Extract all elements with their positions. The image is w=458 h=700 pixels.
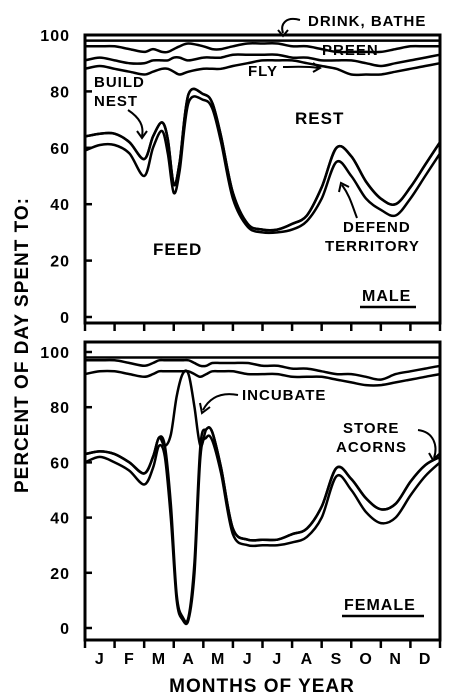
male-y-tick-label-100: 100 (40, 28, 70, 45)
male-panel-label: MALE (362, 288, 411, 305)
female-series-lines (84, 356, 441, 626)
male-annot-drink-arrowhead (277, 29, 289, 38)
male-annot-nest-arrow (127, 109, 144, 137)
male-y-tick-label-0: 0 (60, 310, 70, 327)
male-annot-defend-arrow (341, 184, 358, 219)
male-annot-defend-arrowhead (338, 181, 350, 193)
male-annot-fly: FLY (248, 63, 278, 80)
month-label-1: F (124, 651, 135, 668)
female-y-tick-label-60: 60 (50, 455, 70, 472)
y-axis-title: PERCENT OF DAY SPENT TO: (12, 197, 33, 493)
male-y-tick-label-80: 80 (50, 84, 70, 101)
x-axis-title: MONTHS OF YEAR (169, 676, 355, 697)
male-line-defend-territory (84, 87, 442, 232)
month-ticks (83, 323, 442, 648)
female-y-tick-label-0: 0 (60, 621, 70, 638)
male-annot-defend: DEFEND (343, 219, 411, 236)
female-y-tick-label-40: 40 (50, 511, 70, 528)
male-annot-rest: REST (295, 109, 344, 128)
female-y-tick-label-80: 80 (50, 400, 70, 417)
month-label-6: J (272, 651, 282, 668)
male-annot-nest-arrowhead (136, 130, 148, 140)
female-panel: 0 20 40 60 80 100 INCUBATE STORE ACORNS FEMAL… (40, 340, 442, 642)
month-label-5: J (243, 651, 253, 668)
male-annot-drink-bathe: DRINK, BATHE (308, 13, 426, 30)
female-annot-acorns-arrow (417, 429, 437, 459)
female-annot-incubate-arrow (202, 393, 239, 411)
male-annot-build: BUILD (94, 74, 145, 91)
female-annot-incubate-arrowhead (199, 402, 211, 415)
male-annot-feed: FEED (153, 240, 202, 259)
male-line-feed (84, 95, 442, 235)
female-annot-incubate: INCUBATE (242, 387, 326, 404)
male-y-ticks: 0 20 40 60 80 100 (40, 28, 92, 327)
male-line-rest (84, 58, 441, 77)
month-label-0: J (95, 651, 105, 668)
month-label-9: O (359, 651, 372, 668)
month-label-8: S (331, 651, 343, 668)
female-y-tick-label-20: 20 (50, 566, 70, 583)
female-annot-store: STORE (343, 420, 399, 437)
male-annot-nest: NEST (94, 93, 138, 110)
male-annot-drink-arrow (281, 18, 301, 34)
female-y-tick-label-100: 100 (40, 345, 70, 362)
month-label-7: A (301, 651, 314, 668)
female-y-ticks: 0 20 40 60 80 100 (40, 345, 92, 638)
female-annot-acorns: ACORNS (336, 439, 407, 456)
male-annot-preen: PREEN (322, 42, 379, 59)
month-label-3: A (182, 651, 195, 668)
female-line-fly (84, 358, 441, 381)
female-line-store-acorns (84, 426, 441, 624)
male-panel: 0 20 40 60 80 100 DRINK, BATHE PREEN FLY BUIL… (40, 13, 442, 327)
female-panel-label: FEMALE (344, 597, 416, 614)
female-line-rest (84, 369, 441, 387)
male-annot-fly-arrowhead (312, 62, 322, 73)
male-line-fly (84, 53, 441, 68)
female-line-incubate (84, 369, 441, 542)
male-annot-fly-arrow (282, 65, 319, 69)
male-y-tick-label-60: 60 (50, 141, 70, 158)
male-line-build-nest (84, 87, 442, 232)
male-annot-territory: TERRITORY (325, 238, 420, 255)
female-annot-acorns-arrowhead (428, 452, 440, 462)
male-y-tick-label-20: 20 (50, 254, 70, 271)
month-label-11: D (419, 651, 432, 668)
female-line-feed (84, 434, 441, 626)
month-label-10: N (389, 651, 402, 668)
month-label-4: M (211, 651, 225, 668)
month-label-2: M (152, 651, 166, 668)
male-y-tick-label-40: 40 (50, 197, 70, 214)
male-series-lines (84, 39, 442, 235)
male-line-preen (85, 42, 440, 54)
